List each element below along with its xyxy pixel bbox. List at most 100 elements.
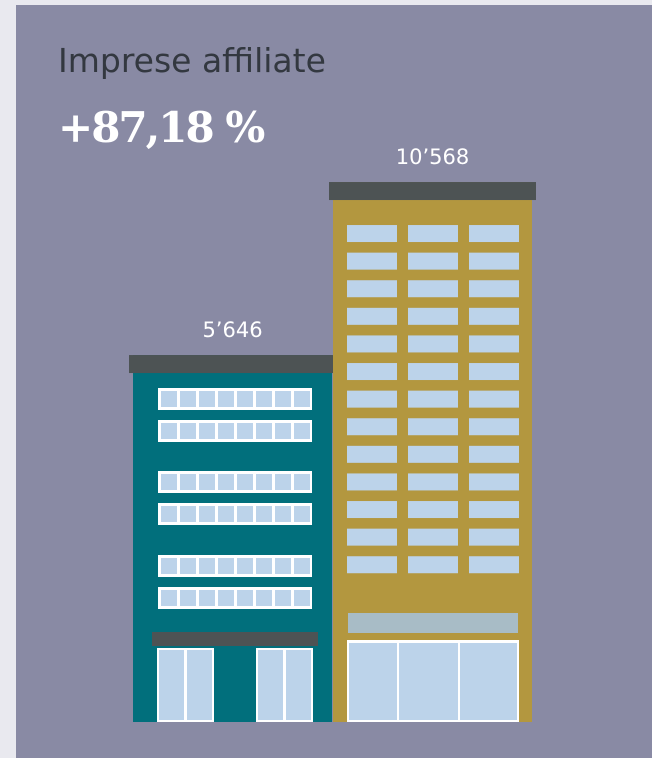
window xyxy=(161,558,177,574)
window xyxy=(294,506,310,522)
shop-pane xyxy=(399,643,458,720)
window xyxy=(199,474,215,490)
window xyxy=(180,558,196,574)
window xyxy=(275,391,291,407)
window xyxy=(237,506,253,522)
window xyxy=(347,473,397,490)
value-label: 10’568 xyxy=(396,145,469,169)
window xyxy=(347,391,397,408)
window xyxy=(347,308,397,325)
window xyxy=(408,391,458,408)
window xyxy=(408,280,458,297)
window xyxy=(161,590,177,606)
window xyxy=(347,418,397,435)
window xyxy=(294,590,310,606)
window xyxy=(256,590,272,606)
window xyxy=(218,474,234,490)
window xyxy=(469,418,519,435)
window xyxy=(294,474,310,490)
window xyxy=(256,474,272,490)
page: {"chart_data": {"type": "building", "tit… xyxy=(0,0,652,758)
window xyxy=(469,363,519,380)
window xyxy=(256,506,272,522)
window xyxy=(180,506,196,522)
awning xyxy=(152,632,318,646)
window xyxy=(199,391,215,407)
window xyxy=(469,280,519,297)
window xyxy=(237,558,253,574)
window xyxy=(469,529,519,546)
window xyxy=(408,529,458,546)
window xyxy=(161,474,177,490)
shop-pane xyxy=(349,643,397,720)
window xyxy=(218,558,234,574)
window xyxy=(256,423,272,439)
window xyxy=(275,590,291,606)
roof xyxy=(329,182,536,200)
window xyxy=(218,391,234,407)
window xyxy=(161,391,177,407)
window xyxy=(408,363,458,380)
window xyxy=(408,446,458,463)
window xyxy=(237,474,253,490)
window xyxy=(469,335,519,352)
window xyxy=(408,308,458,325)
window xyxy=(347,556,397,573)
value-label: 5’646 xyxy=(202,318,262,342)
window xyxy=(180,474,196,490)
window xyxy=(408,501,458,518)
window xyxy=(275,558,291,574)
window xyxy=(237,423,253,439)
sign xyxy=(348,613,518,633)
window xyxy=(469,253,519,270)
window xyxy=(294,558,310,574)
window xyxy=(161,506,177,522)
window xyxy=(275,474,291,490)
window xyxy=(408,418,458,435)
window xyxy=(347,253,397,270)
window xyxy=(275,506,291,522)
window xyxy=(469,501,519,518)
window xyxy=(161,423,177,439)
window xyxy=(294,423,310,439)
window xyxy=(347,335,397,352)
window xyxy=(180,391,196,407)
window xyxy=(180,590,196,606)
window xyxy=(256,391,272,407)
window xyxy=(347,501,397,518)
door-pane xyxy=(286,650,311,720)
window xyxy=(347,363,397,380)
window xyxy=(256,558,272,574)
window xyxy=(199,506,215,522)
window xyxy=(469,308,519,325)
window xyxy=(294,391,310,407)
window xyxy=(347,446,397,463)
window xyxy=(218,423,234,439)
roof xyxy=(129,355,336,373)
door-pane xyxy=(258,650,283,720)
window xyxy=(408,225,458,242)
chart: Imprese affiliate +87,18 % 5’646 10’568 xyxy=(0,0,652,758)
window xyxy=(408,253,458,270)
window xyxy=(218,590,234,606)
chart-title: Imprese affiliate xyxy=(58,41,326,80)
window xyxy=(199,558,215,574)
window xyxy=(469,225,519,242)
door-pane xyxy=(159,650,184,720)
window xyxy=(408,556,458,573)
window xyxy=(347,225,397,242)
door-pane xyxy=(187,650,212,720)
window xyxy=(469,473,519,490)
window xyxy=(469,556,519,573)
shop-pane xyxy=(460,643,517,720)
window xyxy=(218,506,234,522)
window xyxy=(275,423,291,439)
window xyxy=(469,391,519,408)
chart-subtitle: +87,18 % xyxy=(58,103,264,152)
window xyxy=(347,529,397,546)
window xyxy=(347,280,397,297)
window xyxy=(408,335,458,352)
window xyxy=(469,446,519,463)
window xyxy=(180,423,196,439)
window xyxy=(199,423,215,439)
